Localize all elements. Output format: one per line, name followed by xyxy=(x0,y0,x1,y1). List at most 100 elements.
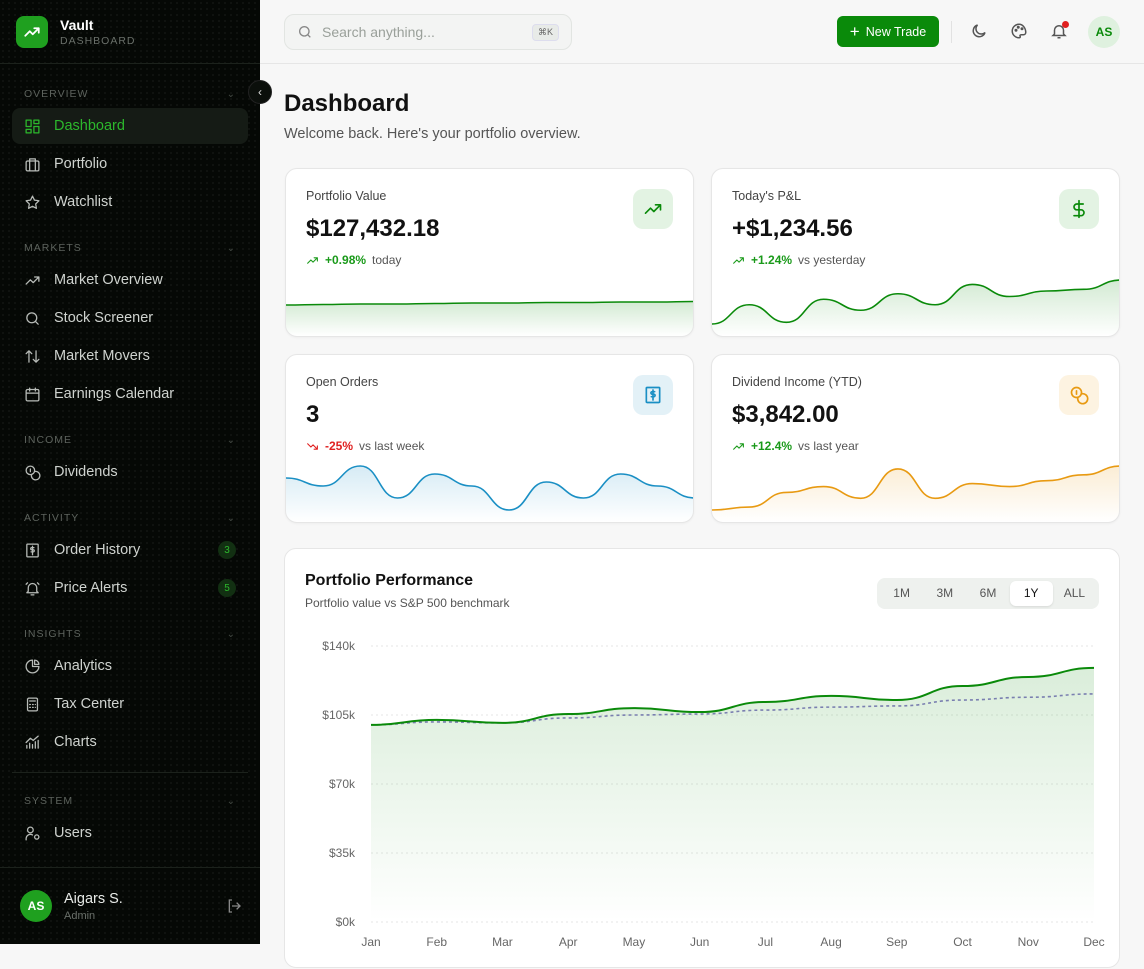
section-title: MARKETS xyxy=(24,242,82,254)
y-tick-label: $0k xyxy=(336,915,356,929)
x-tick-label: Jan xyxy=(361,935,380,949)
sidebar-item-users[interactable]: Users xyxy=(12,815,248,851)
sidebar-item-label: Stock Screener xyxy=(54,310,154,326)
search-input[interactable]: Search anything... ⌘K xyxy=(284,14,572,50)
stat-card[interactable]: Portfolio Value $127,432.18 +0.98% today xyxy=(285,168,694,337)
search-shortcut: ⌘K xyxy=(531,24,559,41)
search-icon xyxy=(24,310,54,327)
section-overview[interactable]: OVERVIEW ⌄ xyxy=(0,84,260,104)
stat-card[interactable]: Dividend Income (YTD) $3,842.00 +12.4% vs l… xyxy=(711,354,1120,523)
sidebar-item-dividends[interactable]: Dividends xyxy=(12,454,248,490)
x-tick-label: Jun xyxy=(690,935,709,949)
stat-value: $127,432.18 xyxy=(306,215,440,242)
count-badge: 5 xyxy=(218,579,236,597)
page-title: Dashboard xyxy=(284,90,410,117)
palette-icon[interactable] xyxy=(1010,22,1030,42)
sidebar-item-label: Market Overview xyxy=(54,272,163,288)
top-bar: Search anything... ⌘K + New Trade AS xyxy=(260,0,1144,64)
coins-icon xyxy=(1059,375,1099,415)
x-tick-label: Oct xyxy=(953,935,972,949)
stat-label: Dividend Income (YTD) xyxy=(732,375,862,389)
sidebar-item-label: Earnings Calendar xyxy=(54,386,175,402)
notification-dot xyxy=(1062,21,1069,28)
sparkline-line xyxy=(286,465,693,511)
count-badge: 3 xyxy=(218,541,236,559)
divider xyxy=(951,21,952,43)
sidebar-item-analytics[interactable]: Analytics xyxy=(12,648,248,684)
sidebar-item-stock-screener[interactable]: Stock Screener xyxy=(12,300,248,336)
sparkline-area xyxy=(712,280,1119,336)
sparkline-area xyxy=(286,466,693,522)
notifications-bell-icon[interactable] xyxy=(1050,21,1070,42)
coins-icon xyxy=(24,464,54,481)
section-title: SYSTEM xyxy=(24,795,74,807)
trending-up-icon xyxy=(732,254,745,267)
section-title: INSIGHTS xyxy=(24,628,82,640)
sidebar-item-charts[interactable]: Charts xyxy=(12,724,248,760)
x-tick-label: Jul xyxy=(758,935,773,949)
section-insights[interactable]: INSIGHTS ⌄ xyxy=(0,624,260,644)
chevron-down-icon: ⌄ xyxy=(226,512,236,524)
portfolio-performance-card: $0k $35k $70k $105k $140k Jan Feb Mar Apr May Jun J… xyxy=(284,548,1120,968)
sidebar-item-dashboard[interactable]: Dashboard xyxy=(12,108,248,144)
brand-subtitle: DASHBOARD xyxy=(60,34,136,47)
range-all[interactable]: ALL xyxy=(1063,586,1086,600)
range-1y[interactable]: 1Y xyxy=(1009,581,1053,606)
sidebar-divider xyxy=(12,772,248,773)
stat-context: vs last year xyxy=(798,439,859,453)
sidebar-item-market-overview[interactable]: Market Overview xyxy=(12,262,248,298)
new-trade-label: New Trade xyxy=(865,24,927,39)
section-system[interactable]: SYSTEM ⌄ xyxy=(0,791,260,811)
sparkline-area xyxy=(712,466,1119,522)
sidebar-item-tax-center[interactable]: Tax Center xyxy=(12,686,248,722)
sidebar-item-watchlist[interactable]: Watchlist xyxy=(12,184,248,220)
search-icon xyxy=(299,26,311,38)
user-avatar[interactable]: AS xyxy=(1088,16,1120,48)
time-range-selector: 1M 3M 6M 1Y ALL xyxy=(877,578,1099,609)
avatar[interactable]: AS xyxy=(20,890,52,922)
benchmark-line xyxy=(370,693,1095,726)
y-tick-label: $70k xyxy=(329,777,356,791)
user-cog-icon xyxy=(24,825,54,842)
sidebar-nav: OVERVIEW ⌄ Dashboard Portfolio Watchlist MARK… xyxy=(0,84,260,851)
sparkline xyxy=(286,465,693,522)
stat-value: +$1,234.56 xyxy=(732,215,853,242)
sparkline xyxy=(712,279,1119,336)
sidebar-item-label: Charts xyxy=(54,734,97,750)
range-1m[interactable]: 1M xyxy=(893,586,910,600)
sidebar-item-label: Market Movers xyxy=(54,348,150,364)
sparkline-line xyxy=(286,300,693,306)
range-3m[interactable]: 3M xyxy=(936,586,954,600)
collapse-sidebar-button[interactable]: ‹ xyxy=(248,80,272,104)
stat-context: vs last week xyxy=(359,439,425,453)
stat-label: Portfolio Value xyxy=(306,189,387,203)
user-role: Admin xyxy=(64,909,96,922)
sparkline-line xyxy=(712,465,1119,511)
sidebar-item-label: Price Alerts xyxy=(54,580,128,596)
sidebar-item-price-alerts[interactable]: Price Alerts 5 xyxy=(12,570,248,606)
plus-icon: + xyxy=(849,21,860,41)
x-tick-label: May xyxy=(623,935,646,949)
x-tick-label: Mar xyxy=(492,935,513,949)
sidebar-item-market-movers[interactable]: Market Movers xyxy=(12,338,248,374)
x-tick-label: Feb xyxy=(426,935,447,949)
theme-toggle-moon-icon[interactable] xyxy=(970,22,990,42)
y-tick-label: $140k xyxy=(322,639,356,653)
section-income[interactable]: INCOME ⌄ xyxy=(0,430,260,450)
range-6m[interactable]: 6M xyxy=(979,586,997,600)
logout-icon[interactable] xyxy=(226,898,242,919)
performance-chart: $0k $35k $70k $105k $140k Jan Feb Mar Apr May Jun J… xyxy=(322,639,1104,949)
sidebar-item-portfolio[interactable]: Portfolio xyxy=(12,146,248,182)
stat-card[interactable]: Open Orders 3 -25% vs last week xyxy=(285,354,694,523)
stat-context: today xyxy=(372,253,402,267)
section-title: INCOME xyxy=(24,434,72,446)
sparkline-line xyxy=(712,279,1119,325)
trending-down-icon xyxy=(306,440,319,453)
new-trade-button[interactable]: + New Trade xyxy=(837,16,939,47)
sidebar-item-earnings-calendar[interactable]: Earnings Calendar xyxy=(12,376,248,412)
stat-card[interactable]: Today's P&L +$1,234.56 +1.24% vs yesterday xyxy=(711,168,1120,337)
section-markets[interactable]: MARKETS ⌄ xyxy=(0,238,260,258)
section-activity[interactable]: ACTIVITY ⌄ xyxy=(0,508,260,528)
sidebar-item-order-history[interactable]: Order History 3 xyxy=(12,532,248,568)
brand[interactable]: Vault DASHBOARD xyxy=(0,0,260,64)
